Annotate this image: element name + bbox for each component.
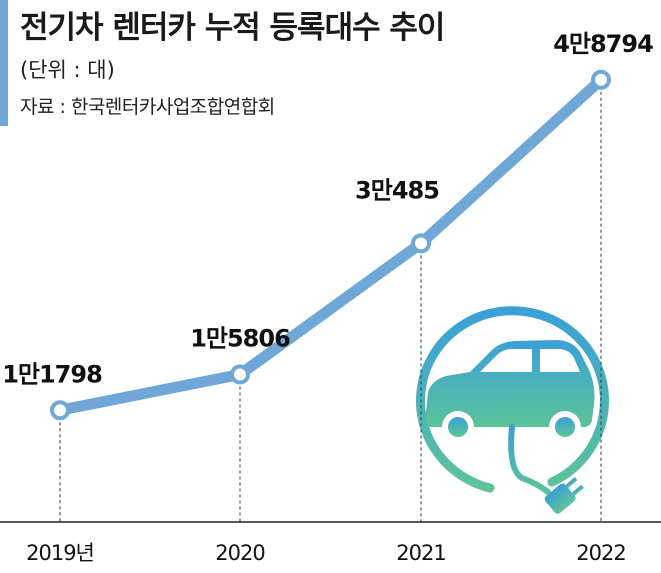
series-line (54, 74, 607, 416)
data-point-3 (591, 69, 611, 90)
ev-charging-car-icon (416, 306, 609, 514)
data-point-2 (411, 233, 431, 254)
accent-bar (0, 0, 8, 126)
unit-label: (단위 : 대) (20, 58, 115, 82)
chart-title: 전기차 렌터카 누적 등록대수 추이 (20, 10, 445, 46)
data-label-1: 1만5806 (190, 324, 290, 352)
x-tick-label-2: 2021 (396, 541, 445, 565)
data-label-0: 1만1798 (2, 360, 102, 388)
source-label: 자료 : 한국렌터카사업조합연합회 (20, 96, 275, 118)
x-tick-label-0: 2019년 (26, 541, 94, 565)
data-point-0 (50, 400, 70, 421)
data-point-1 (230, 364, 250, 385)
data-label-2: 3만485 (355, 176, 439, 204)
x-tick-label-1: 2020 (215, 541, 264, 565)
x-tick-label-3: 2022 (576, 541, 625, 565)
data-label-3: 4만8794 (553, 30, 653, 58)
